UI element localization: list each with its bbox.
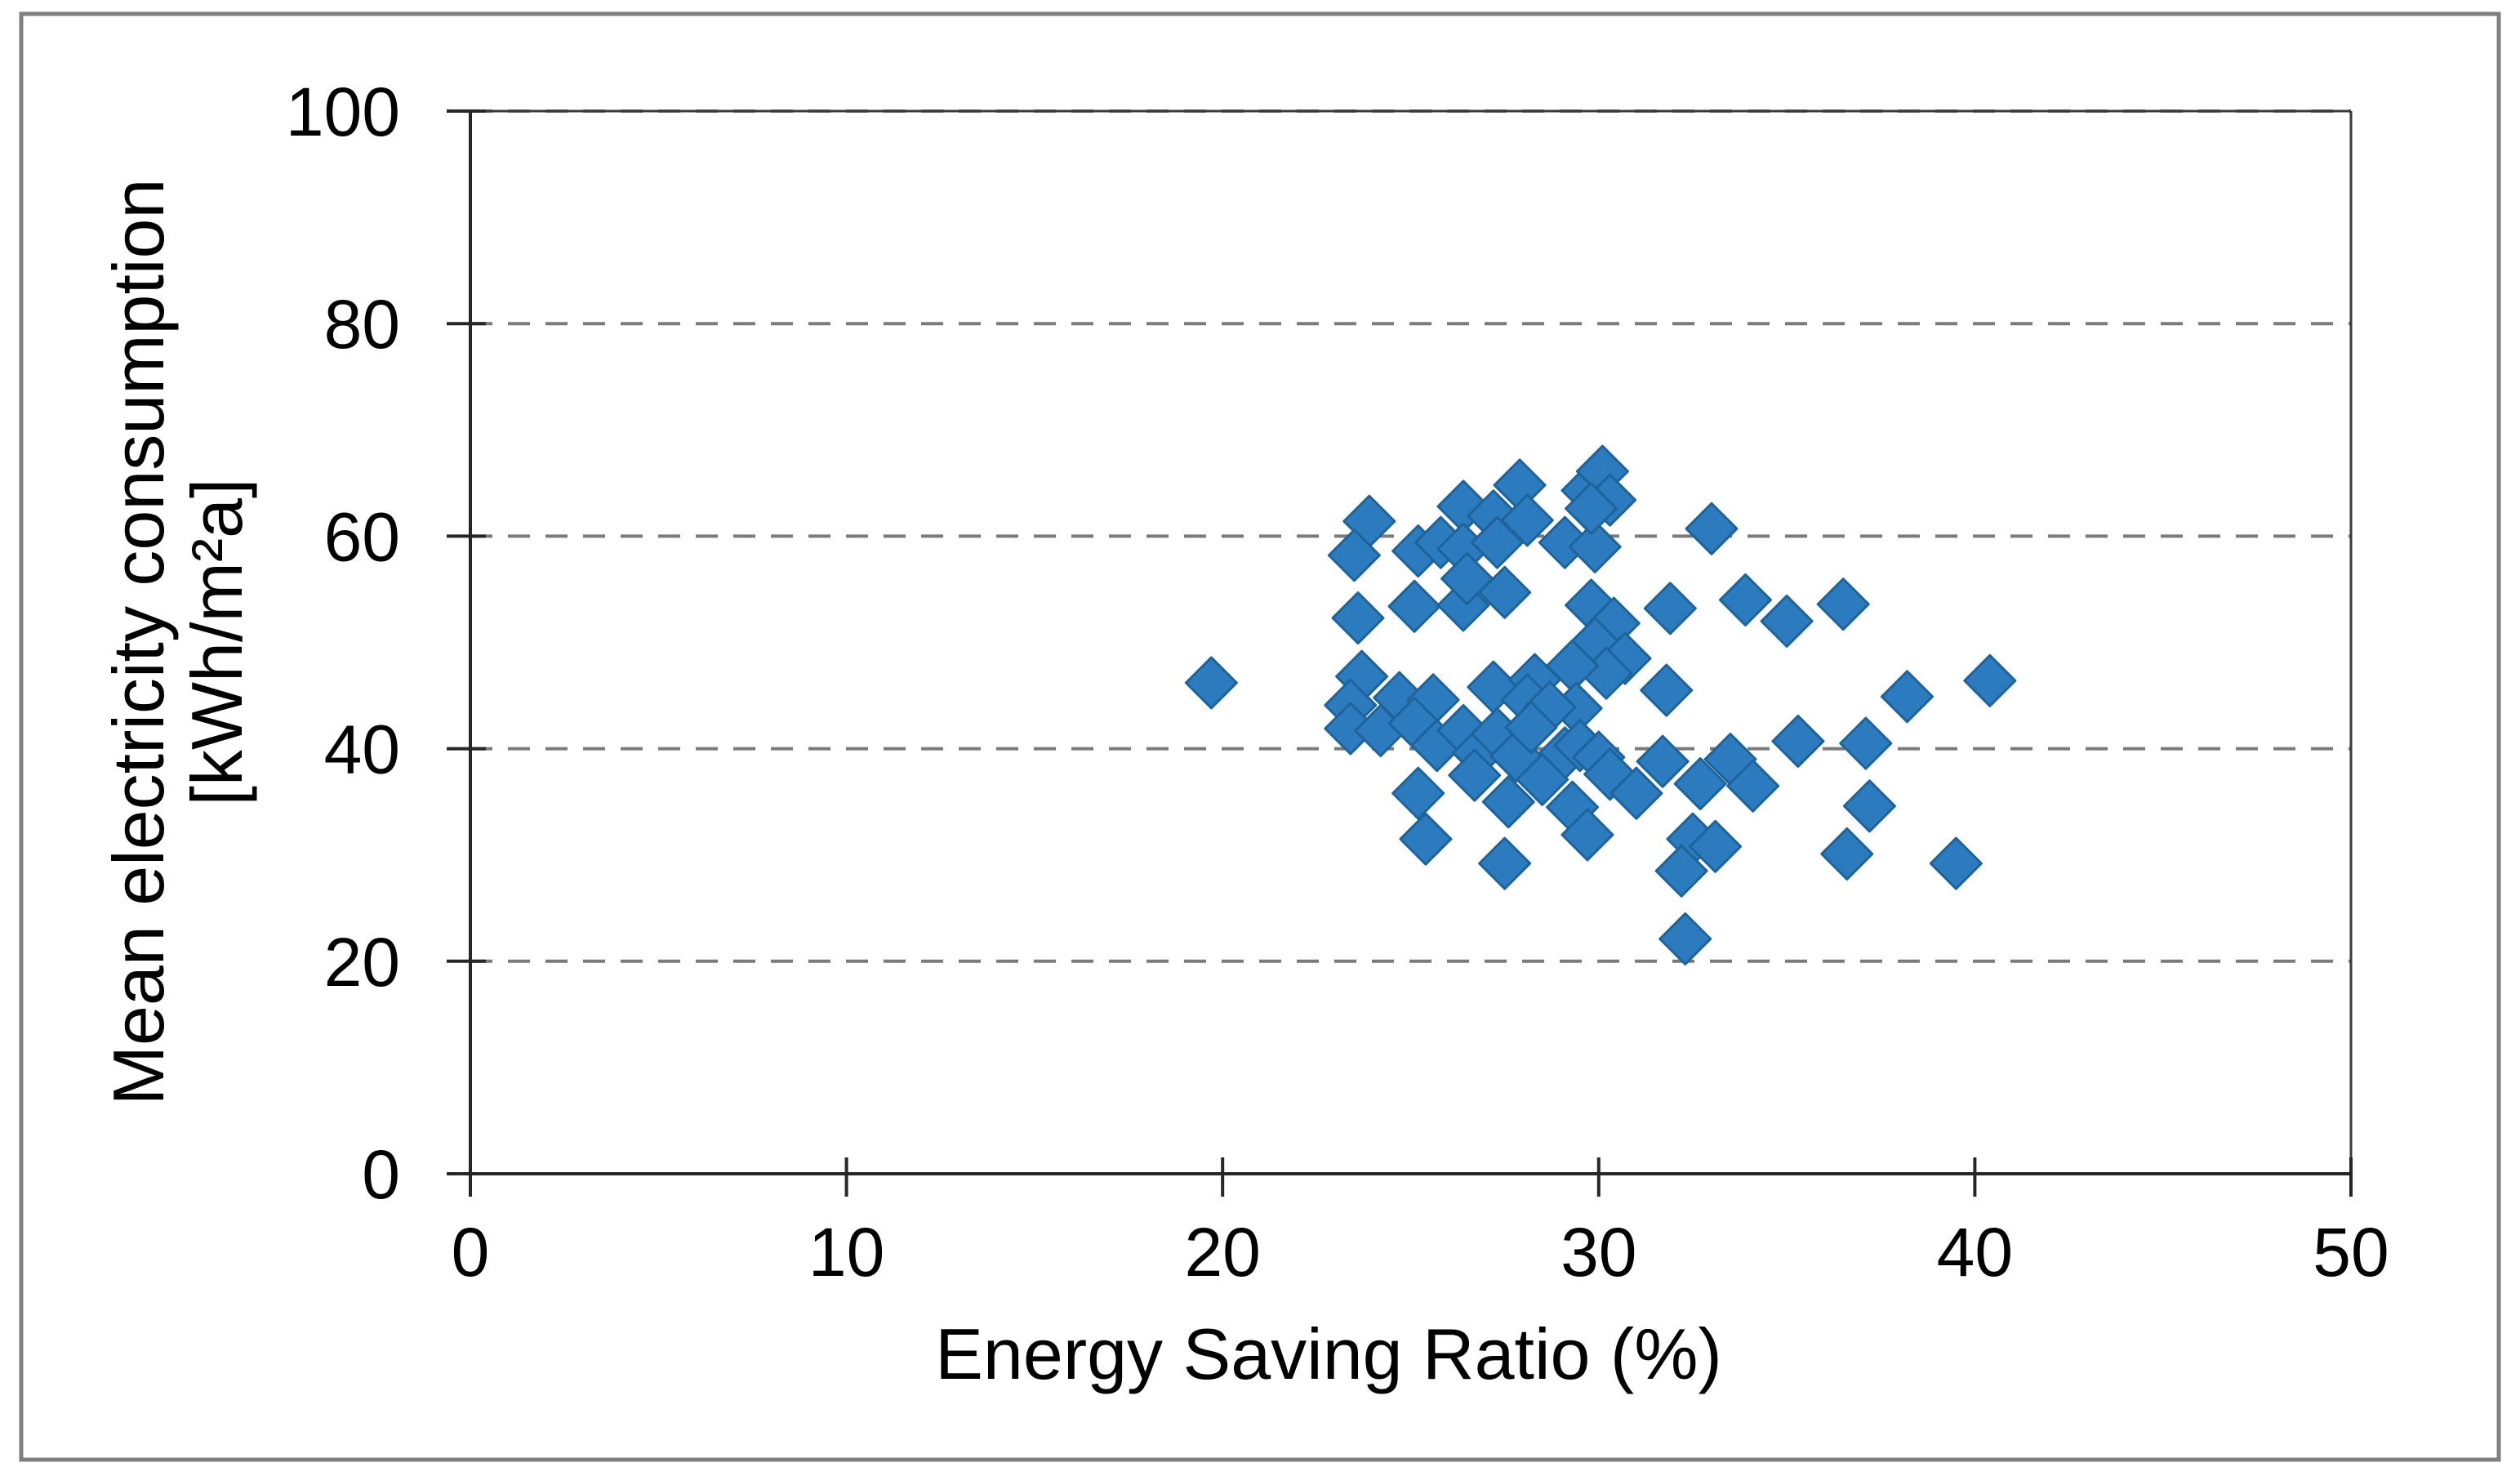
x-tick-label-0: 0 (452, 1214, 490, 1291)
data-point (1568, 519, 1622, 573)
data-point (1184, 656, 1238, 710)
data-point (1880, 670, 1934, 724)
plot-frame (470, 109, 2353, 1174)
data-point (1816, 577, 1870, 631)
data-point (1658, 912, 1712, 965)
data-point (1689, 819, 1743, 873)
data-point (1478, 565, 1532, 619)
data-point (1610, 766, 1663, 820)
data-point (1583, 747, 1637, 801)
data-point (1640, 663, 1694, 717)
data-point (1718, 573, 1772, 627)
data-point (1643, 582, 1697, 635)
data-point (1448, 748, 1502, 802)
data-point (1685, 502, 1739, 555)
data-point (1561, 808, 1614, 862)
x-tick-label-50: 50 (2313, 1214, 2389, 1291)
data-point (1391, 766, 1445, 820)
data-point (1500, 493, 1554, 547)
data-point (1504, 701, 1558, 755)
x-axis-title: Energy Saving Ratio (%) (935, 1313, 1722, 1394)
x-tick-label-10: 10 (808, 1214, 884, 1291)
data-points (1184, 444, 2017, 965)
data-point (1399, 812, 1453, 866)
data-point (1387, 579, 1441, 633)
x-tick-label-30: 30 (1561, 1214, 1636, 1291)
y-tick-label-80: 80 (324, 286, 400, 363)
data-point (1673, 757, 1727, 811)
data-point (1327, 528, 1381, 582)
data-point (1636, 734, 1690, 788)
y-tick-label-0: 0 (362, 1136, 400, 1213)
data-point (1478, 836, 1532, 890)
y-tick-label-100: 100 (286, 74, 400, 150)
tick-marks (447, 109, 2353, 1197)
data-point (1481, 775, 1535, 829)
data-point (1760, 594, 1814, 648)
y-tick-label-20: 20 (324, 924, 400, 1001)
data-point (1929, 836, 1983, 890)
data-point (1565, 482, 1618, 536)
x-tick-label-40: 40 (1937, 1214, 2013, 1291)
data-point (1820, 827, 1874, 881)
x-axis-tick-labels: 0 10 20 30 40 50 (452, 1214, 2389, 1291)
y-tick-label-40: 40 (324, 711, 400, 788)
data-point (1470, 515, 1524, 569)
data-point (1726, 759, 1780, 813)
data-point (1331, 591, 1385, 645)
data-point (1963, 653, 2017, 707)
data-point (1516, 752, 1569, 806)
axes (469, 111, 2351, 1194)
y-axis-title-line1: Mean electricity consumption (98, 179, 179, 1106)
x-tick-label-20: 20 (1184, 1214, 1260, 1291)
data-point (1842, 779, 1896, 833)
data-point (1839, 716, 1893, 770)
data-point (1771, 714, 1825, 768)
figure-border (19, 11, 2501, 1462)
y-axis-title-line2: [kWh/m²a] (176, 479, 257, 806)
data-point (1654, 844, 1708, 898)
y-axis-tick-labels: 0 20 40 60 80 100 (286, 74, 400, 1213)
y-tick-label-60: 60 (324, 498, 400, 575)
